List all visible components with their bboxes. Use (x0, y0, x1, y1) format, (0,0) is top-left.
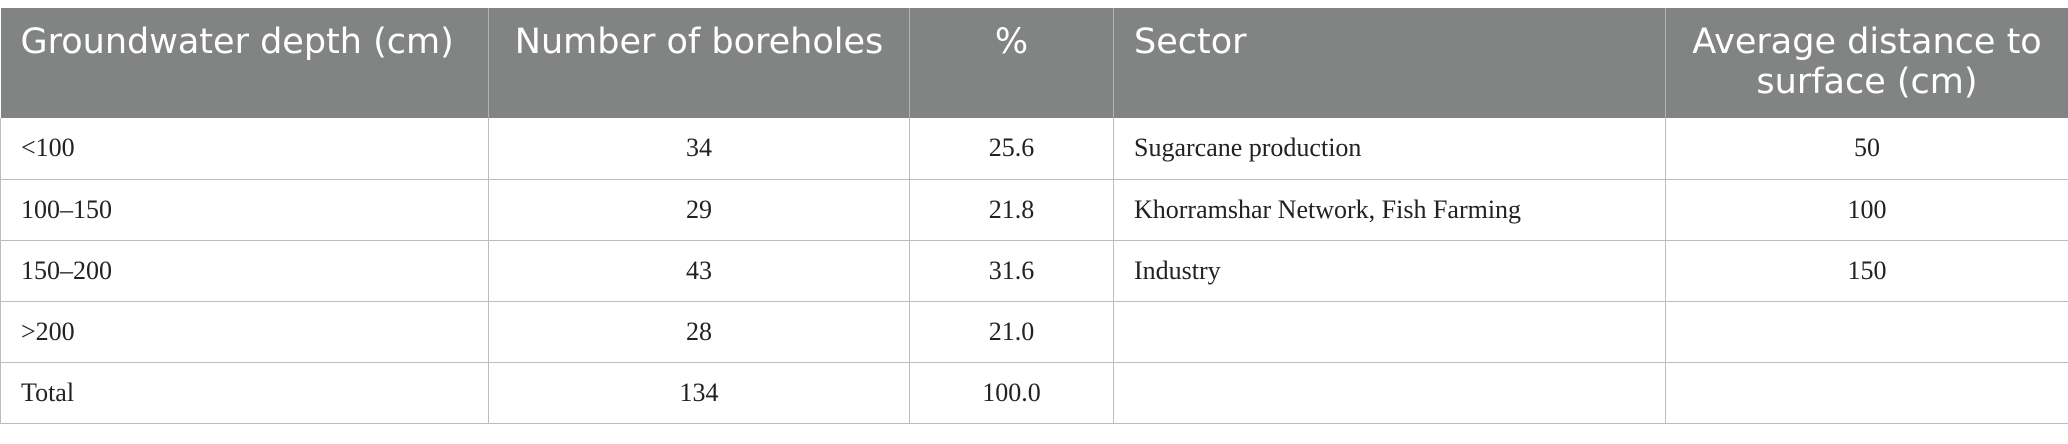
table-body: <100 34 25.6 Sugarcane production 50 100… (0, 118, 2068, 424)
header-groundwater-depth: Groundwater depth (cm) (0, 8, 489, 118)
cell-percent: 25.6 (909, 118, 1114, 180)
header-sector: Sector (1113, 8, 1666, 118)
header-row: Groundwater depth (cm) Number of borehol… (0, 8, 2068, 118)
table-row: >200 28 21.0 (0, 300, 2068, 363)
cell-distance (1665, 361, 2068, 424)
table-row: 150–200 43 31.6 Industry 150 (0, 239, 2068, 302)
cell-boreholes: 28 (488, 300, 910, 363)
cell-boreholes: 134 (488, 361, 910, 424)
cell-sector (1113, 300, 1666, 363)
cell-percent: 21.8 (909, 178, 1114, 241)
cell-depth: Total (0, 361, 489, 424)
data-table: Groundwater depth (cm) Number of borehol… (0, 8, 2068, 424)
cell-depth: >200 (0, 300, 489, 363)
cell-sector: Industry (1113, 239, 1666, 302)
table-header: Groundwater depth (cm) Number of borehol… (0, 8, 2068, 118)
header-number-of-boreholes: Number of boreholes (488, 8, 910, 118)
cell-sector: Sugarcane production (1113, 118, 1666, 180)
cell-boreholes: 43 (488, 239, 910, 302)
cell-depth: 100–150 (0, 178, 489, 241)
cell-boreholes: 29 (488, 178, 910, 241)
table-row: 100–150 29 21.8 Khorramshar Network, Fis… (0, 178, 2068, 241)
header-percent: % (909, 8, 1114, 118)
header-average-distance: Average distance to surface (cm) (1665, 8, 2068, 118)
cell-sector: Khorramshar Network, Fish Farming (1113, 178, 1666, 241)
cell-depth: <100 (0, 118, 489, 180)
cell-distance: 50 (1665, 118, 2068, 180)
table-row: <100 34 25.6 Sugarcane production 50 (0, 118, 2068, 180)
cell-distance: 150 (1665, 239, 2068, 302)
cell-depth: 150–200 (0, 239, 489, 302)
cell-boreholes: 34 (488, 118, 910, 180)
cell-percent: 31.6 (909, 239, 1114, 302)
cell-distance (1665, 300, 2068, 363)
cell-sector (1113, 361, 1666, 424)
cell-percent: 100.0 (909, 361, 1114, 424)
cell-distance: 100 (1665, 178, 2068, 241)
table-row-total: Total 134 100.0 (0, 361, 2068, 424)
cell-percent: 21.0 (909, 300, 1114, 363)
